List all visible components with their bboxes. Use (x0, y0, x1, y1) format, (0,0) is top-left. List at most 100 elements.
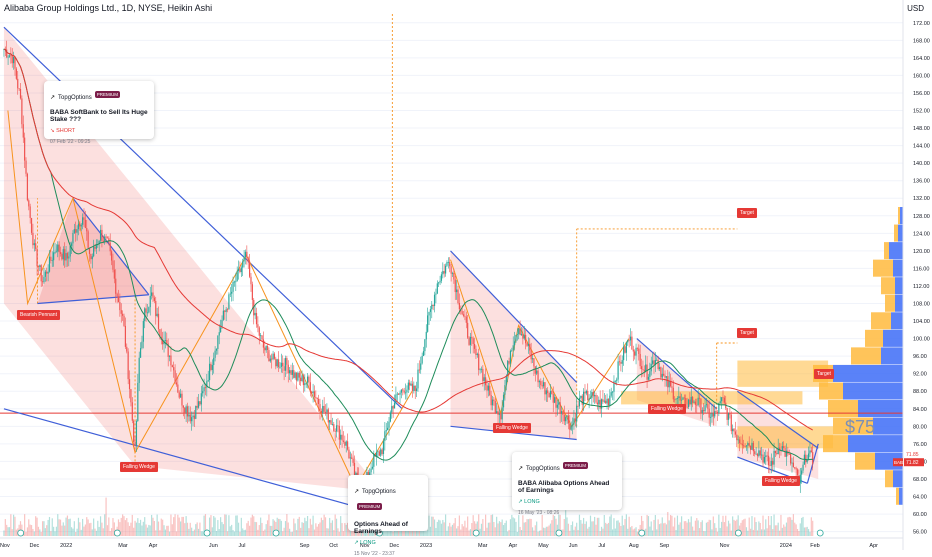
volume-bar (518, 515, 520, 536)
volume-bar (335, 518, 338, 536)
candle-body (32, 232, 34, 246)
volume-bar (632, 529, 634, 536)
volume-bar (711, 529, 713, 536)
volume-bar (284, 521, 287, 536)
candle-body (322, 405, 324, 414)
volume-bar (788, 516, 790, 536)
volume-profile-down (828, 400, 858, 418)
candle-body (537, 370, 539, 383)
candle-body (82, 217, 84, 225)
volume-bar (98, 526, 100, 536)
idea-card-1[interactable]: ↗ TopgOptionsPREMIUM BABA SoftBank to Sel… (44, 81, 154, 145)
candle-body (264, 347, 266, 351)
candle-body (99, 229, 102, 241)
candle-body (72, 232, 74, 244)
x-tick-label: 2023 (420, 543, 432, 549)
candle-body (456, 289, 458, 293)
candle-body (559, 402, 561, 414)
candle-body (287, 364, 289, 374)
volume-bar (704, 531, 706, 536)
candle-body (254, 312, 256, 316)
volume-bar (453, 523, 455, 536)
y-tick-label: 104.00 (913, 319, 930, 325)
volume-bar (146, 527, 149, 536)
candle-body (734, 431, 737, 435)
volume-bar (231, 524, 233, 536)
candle-body (436, 283, 438, 294)
candle-body (715, 411, 717, 413)
volume-bar (11, 529, 13, 536)
volume-bar (6, 524, 8, 536)
volume-bar (79, 522, 81, 536)
volume-bar (313, 529, 316, 536)
volume-bar (25, 531, 27, 536)
idea-date: 15 Nov '22 - 23:37 (354, 551, 395, 557)
volume-bar (312, 515, 314, 536)
candle-body (676, 398, 679, 399)
volume-bar (144, 517, 146, 536)
candle-body (450, 266, 452, 274)
candle-body (65, 253, 67, 261)
candle-body (758, 450, 760, 457)
candle-body (189, 414, 191, 422)
volume-bar (663, 523, 665, 536)
candle-body (439, 280, 441, 283)
volume-bar (265, 524, 267, 536)
candle-body (105, 236, 107, 238)
volume-bar (13, 514, 15, 536)
candle-body (215, 348, 218, 351)
volume-bar (685, 521, 687, 536)
x-tick-label: Jul (598, 543, 605, 549)
volume-bar (327, 528, 329, 536)
candle-body (17, 78, 19, 89)
candle-body (794, 467, 796, 469)
candle-body (664, 375, 666, 378)
volume-bar (431, 516, 433, 536)
candle-body (295, 372, 298, 381)
volume-bar (40, 531, 42, 536)
candle-body (714, 411, 716, 417)
volume-bar (62, 522, 64, 536)
volume-bar (700, 522, 702, 536)
volume-bar (668, 520, 670, 536)
candle-body (380, 449, 382, 456)
candle-body (170, 355, 172, 366)
idea-card-3[interactable]: ↗ TopgOptionsPREMIUM BABA Alibaba Options… (512, 452, 622, 516)
volume-bar (600, 526, 603, 536)
candle-body (220, 327, 222, 333)
candle-body (297, 372, 299, 381)
volume-bar (210, 515, 212, 536)
candle-body (512, 345, 514, 350)
candle-body (505, 375, 507, 386)
volume-bar (279, 519, 281, 536)
volume-bar (29, 524, 31, 536)
volume-bar (754, 517, 756, 536)
volume-bar (86, 517, 88, 536)
y-tick-label: 120.00 (913, 249, 930, 255)
volume-bar (344, 523, 346, 536)
candle-body (221, 319, 223, 328)
volume-bar (101, 522, 103, 536)
volume-bar (634, 528, 636, 536)
earnings-marker-icon (113, 529, 121, 537)
volume-bar (640, 515, 643, 536)
volume-bar (149, 525, 151, 536)
candle-body (491, 399, 494, 406)
candle-body (7, 56, 9, 58)
x-tick-label: Apr (149, 543, 158, 549)
candle-body (77, 223, 80, 230)
candle-body (19, 89, 22, 99)
candle-body (519, 328, 521, 335)
volume-bar (512, 517, 514, 536)
y-tick-label: 68.00 (913, 477, 927, 483)
candle-body (222, 310, 224, 320)
volume-bar (490, 515, 492, 536)
volume-bar (160, 518, 162, 536)
volume-bar (522, 515, 524, 536)
candle-body (475, 348, 477, 356)
candle-body (502, 394, 505, 408)
volume-bar (323, 514, 325, 536)
idea-card-2[interactable]: ↗ TopgOptions PREMIUM Options Ahead of Ear… (348, 475, 428, 557)
x-tick-label: Mar (118, 543, 128, 549)
